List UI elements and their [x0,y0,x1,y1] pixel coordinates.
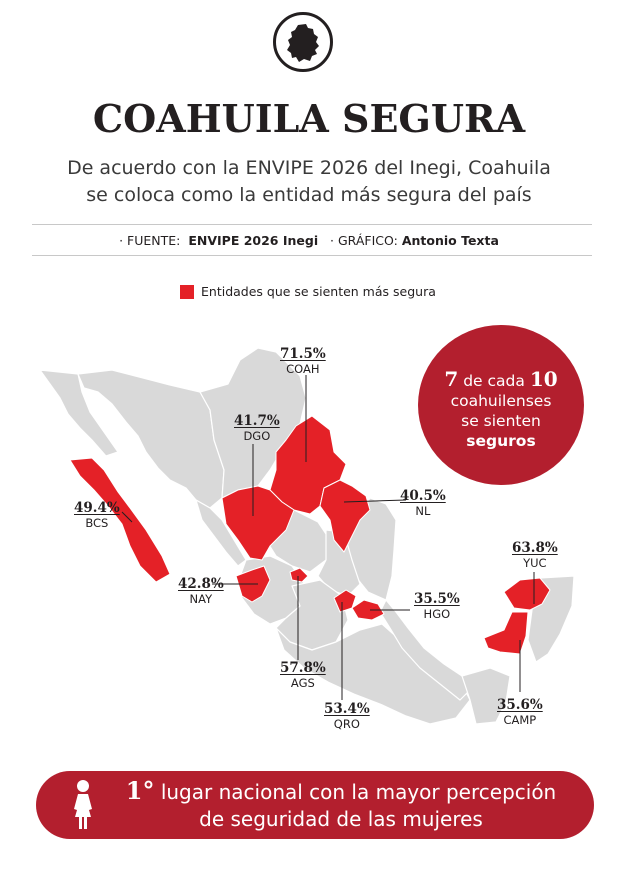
state-bcs-highlight [69,457,171,583]
state-durango-highlight [221,485,295,561]
bubble-mid: de cada [463,372,525,390]
banner-rank: 1° [125,776,155,805]
woman-figure-icon [74,780,92,829]
coahuila-silhouette-logo [273,12,333,72]
callout-coah-value: 71.5% [280,346,326,362]
coahuila-map-icon [287,24,319,62]
page-subtitle: De acuerdo con la ENVIPE 2026 del Inegi,… [40,155,578,209]
callout-bcs: 49.4% BCS [74,500,120,530]
state-ags-highlight [289,567,309,583]
callout-dgo: 41.7% DGO [234,413,280,443]
callout-yuc-value: 63.8% [512,540,558,556]
banner-line-2: de seguridad de las mujeres [199,807,483,831]
state-hgo-highlight [351,599,385,621]
callout-hgo-value: 35.5% [414,591,460,607]
source-line: · FUENTE: ENVIPE 2026 Inegi · GRÁFICO: A… [0,233,618,248]
mexico-map [39,347,575,725]
callout-ags-abbr: AGS [290,676,315,690]
callout-yuc: 63.8% YUC [512,540,558,570]
bubble-line-2: coahuilenses [450,392,552,410]
callout-qro-abbr: QRO [333,717,360,731]
callout-qro-value: 53.4% [324,701,370,717]
callout-ags: 57.8% AGS [280,660,326,690]
state-qro-highlight [333,589,357,613]
callout-dgo-abbr: DGO [243,429,271,443]
callout-coah-abbr: COAH [286,362,320,376]
bubble-line-3: se sienten [461,412,541,430]
callout-ags-value: 57.8% [280,660,326,676]
divider-bottom [32,255,592,256]
callout-nay-abbr: NAY [189,592,213,606]
page-title: COAHUILA SEGURA [92,96,526,141]
bubble-line-4: seguros [466,432,536,450]
women-safety-banner: 1° lugar nacional con la mayor percepció… [36,771,594,839]
bubble-line-1: 7 de cada 10 [418,369,584,391]
state-sinaloa [195,499,247,567]
callout-coah: 71.5% COAH [280,346,326,376]
callout-camp-value: 35.6% [497,697,543,713]
callout-bcs-abbr: BCS [85,516,109,530]
callout-nl-abbr: NL [415,504,431,518]
legend-swatch [180,284,194,299]
state-nl-highlight [319,479,371,553]
callout-bcs-value: 49.4% [74,500,120,516]
source-label: · FUENTE: [119,233,181,248]
banner-line-1: 1° lugar nacional con la mayor percepció… [106,777,576,806]
callout-qro: 53.4% QRO [324,701,370,731]
state-chiapas-tab [461,667,511,725]
source-value: ENVIPE 2026 Inegi [188,233,319,248]
subtitle-line-1: De acuerdo con la ENVIPE 2026 del Inegi,… [67,157,551,179]
subtitle-line-2: se coloca como la entidad más segura del… [86,184,532,206]
graphic-label: · GRÁFICO: [330,233,398,248]
stat-bubble: 7 de cada 10 coahuilenses se sienten seg… [418,325,584,485]
state-camp-highlight [483,611,529,655]
callout-nl-value: 40.5% [400,488,446,504]
callout-yuc-abbr: YUC [523,556,547,570]
state-yuc-highlight [503,577,551,611]
map-legend: Entidades que se sienten más segura [180,284,436,299]
banner-text: 1° lugar nacional con la mayor percepció… [106,777,576,833]
bubble-num-1: 7 [444,367,459,391]
callout-camp-abbr: CAMP [503,713,537,727]
callout-dgo-value: 41.7% [234,413,280,429]
callout-nay: 42.8% NAY [178,576,224,606]
divider-top [32,224,592,225]
callout-hgo: 35.5% HGO [414,591,460,621]
banner-line-1-text: lugar nacional con la mayor percepción [160,780,557,804]
callout-camp: 35.6% CAMP [497,697,543,727]
state-veracruz [379,599,471,701]
bubble-num-2: 10 [529,367,558,391]
graphic-value: Antonio Texta [401,233,499,248]
state-bc [39,369,119,457]
callout-nay-value: 42.8% [178,576,224,592]
legend-label: Entidades que se sienten más segura [201,284,436,299]
callout-hgo-abbr: HGO [423,607,451,621]
callout-nl: 40.5% NL [400,488,446,518]
